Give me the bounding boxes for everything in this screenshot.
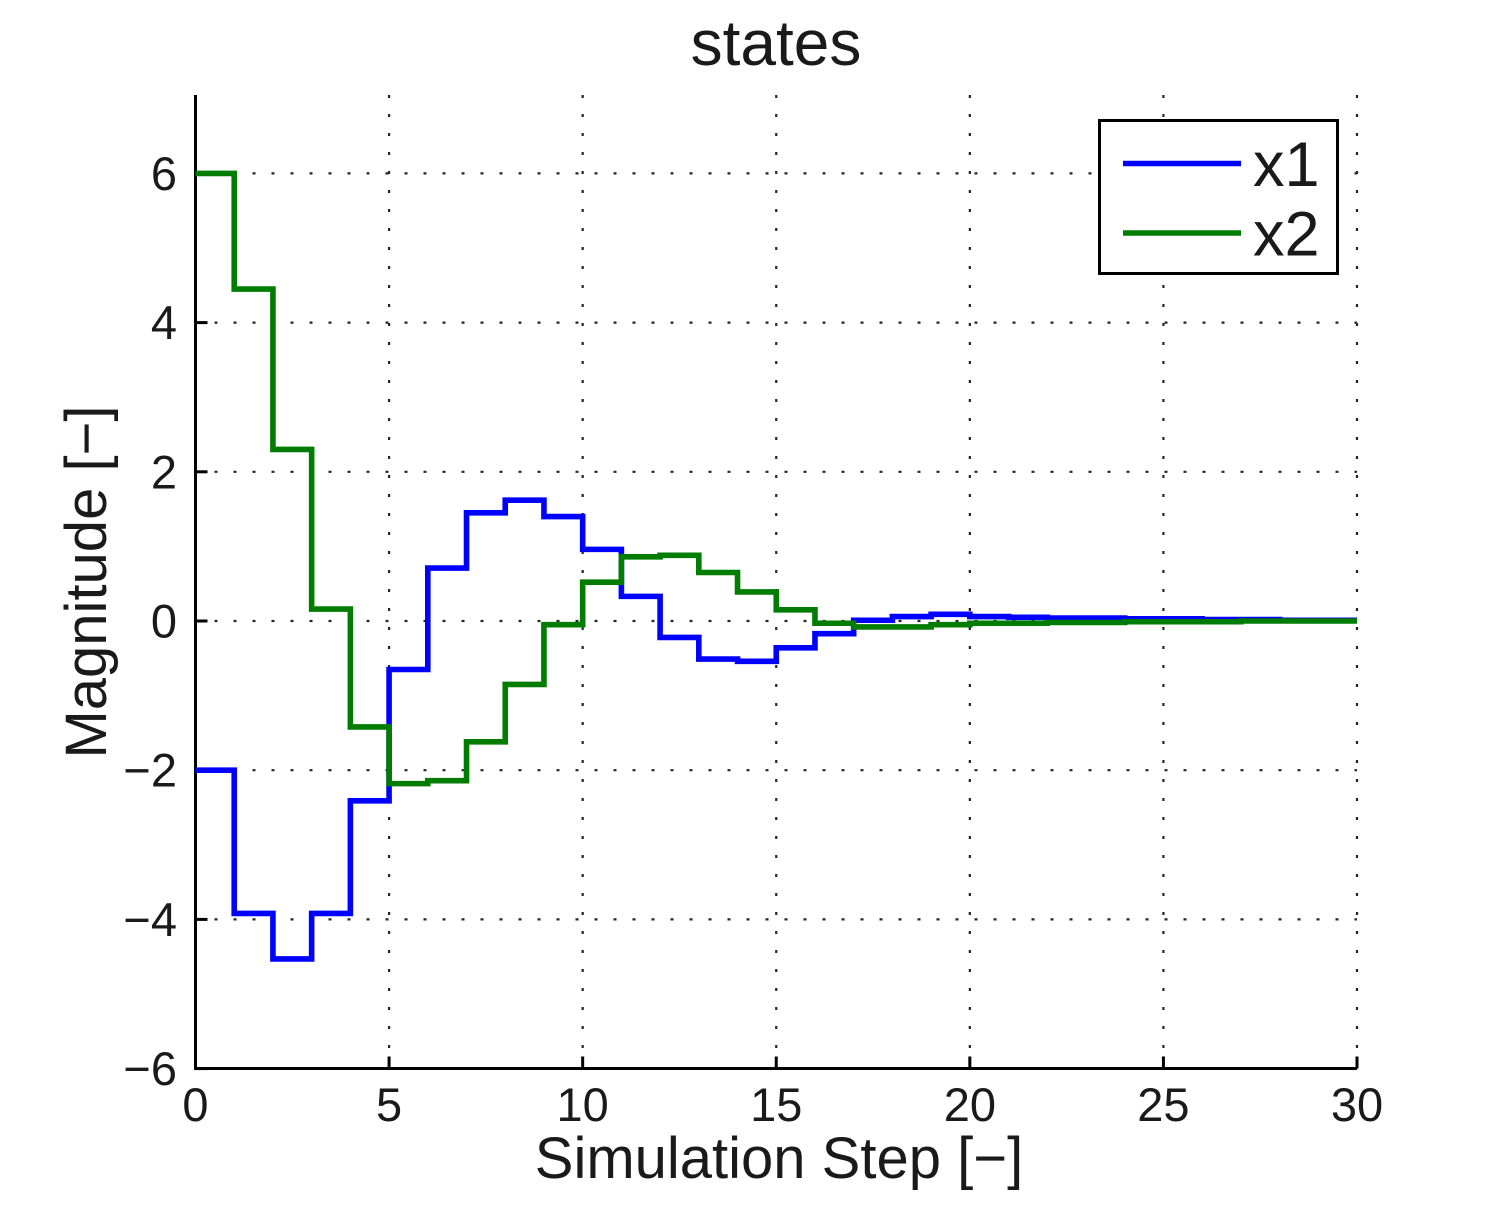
x-tick-label: 5 (376, 1078, 402, 1131)
y-tick-label: −6 (123, 1042, 177, 1095)
x-tick-label: 15 (750, 1078, 802, 1131)
y-tick-label: 0 (151, 595, 177, 648)
x-tick-label: 30 (1331, 1078, 1383, 1131)
y-tick-label: −4 (123, 893, 177, 946)
chart-title: states (691, 7, 862, 79)
y-tick-label: 6 (151, 147, 177, 200)
y-tick-label: −2 (123, 744, 177, 797)
axes: −6 −4 −2 0 2 4 6 0 5 10 15 20 25 30 (123, 95, 1383, 1131)
legend-label-x2: x2 (1253, 200, 1320, 270)
x-tick-label: 20 (944, 1078, 996, 1131)
legend-label-x1: x1 (1253, 130, 1320, 200)
y-tick-label: 2 (151, 445, 177, 498)
x-tick-label: 10 (557, 1078, 609, 1131)
x-tick-label: 0 (182, 1078, 208, 1131)
series-lines (195, 170, 1357, 962)
x-tick-label: 25 (1137, 1078, 1189, 1131)
x-axis-label: Simulation Step [−] (535, 1126, 1023, 1191)
legend-box (1098, 119, 1339, 275)
series-line-x2 (195, 170, 1357, 787)
y-tick-label: 4 (151, 296, 177, 349)
y-axis-label: Magnitude [−] (54, 405, 119, 758)
